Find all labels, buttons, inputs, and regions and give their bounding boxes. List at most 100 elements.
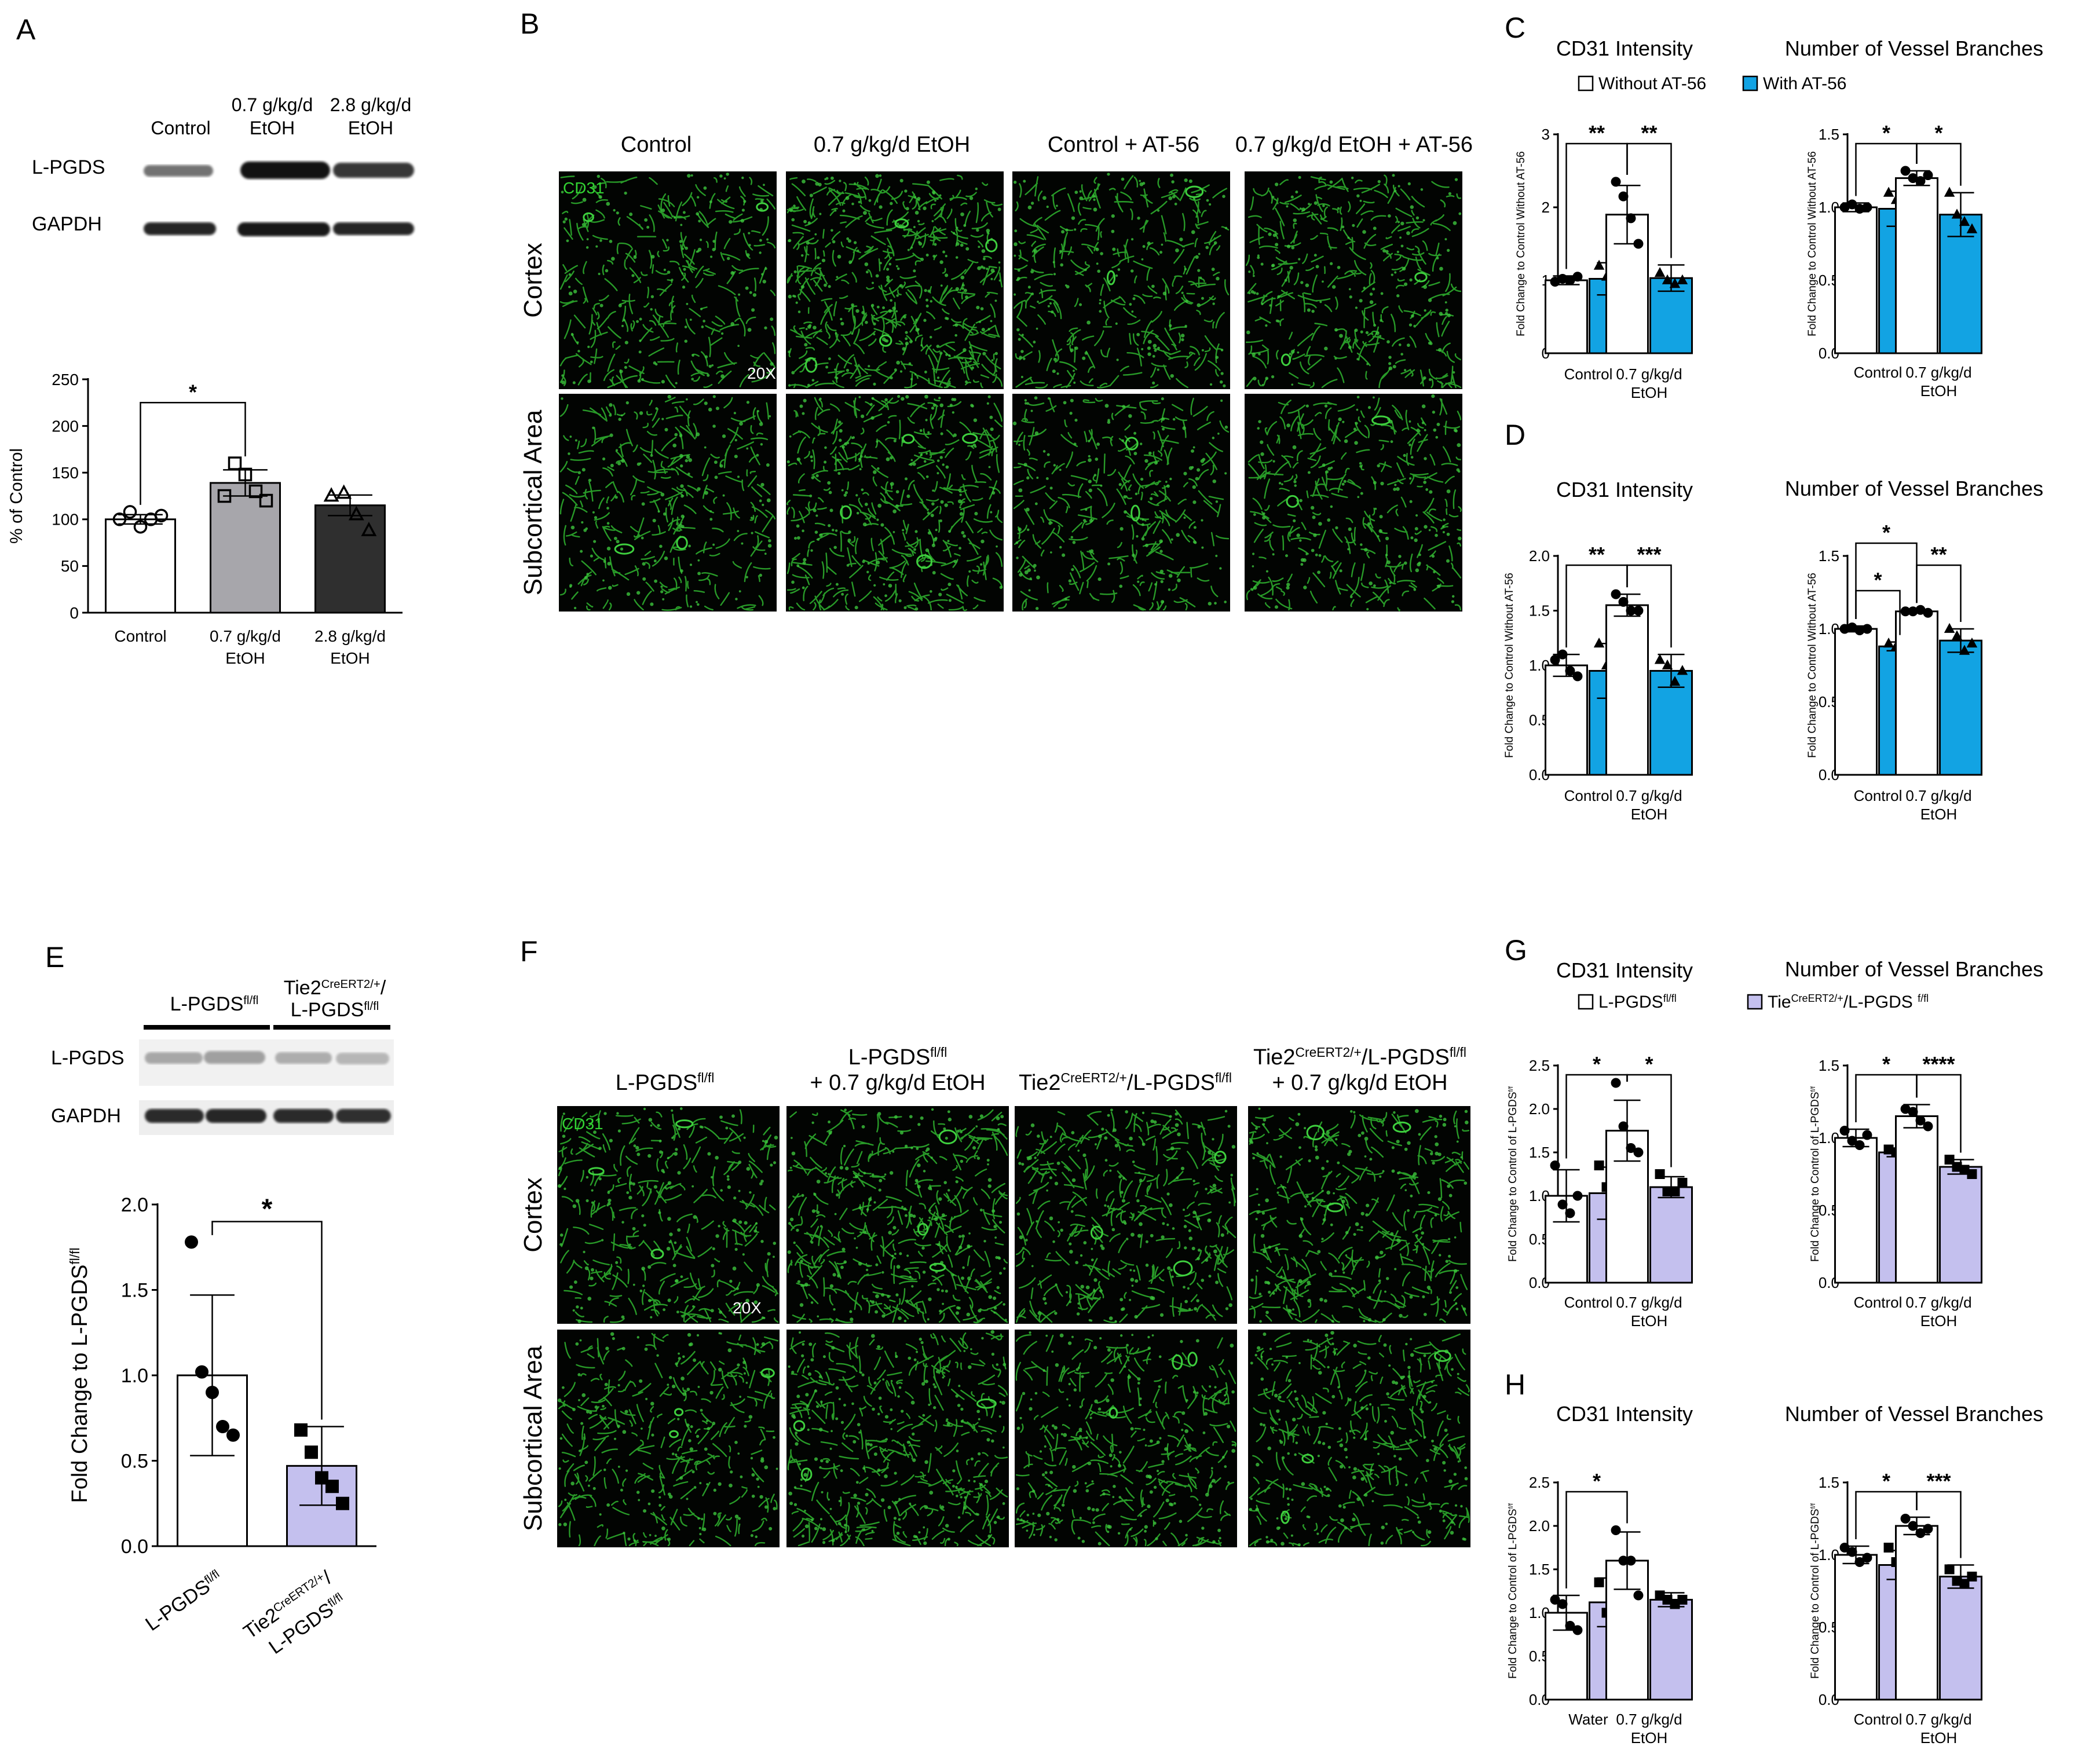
- vessel-dot: [1151, 284, 1155, 288]
- vessel-dot: [884, 1415, 889, 1419]
- data-point: [1565, 1621, 1575, 1631]
- vessel-dot: [734, 455, 738, 459]
- vessel-dot: [1327, 1365, 1330, 1369]
- vessel-dot: [1091, 1507, 1095, 1511]
- vessel-dot: [650, 1316, 653, 1319]
- vessel-dot: [1415, 216, 1419, 220]
- vessel-dot: [1152, 354, 1155, 358]
- vessel-dot: [918, 1531, 921, 1534]
- vessel-dot: [1079, 1435, 1082, 1438]
- vessel-dot: [1260, 1233, 1265, 1238]
- vessel-dot: [1162, 427, 1165, 431]
- vessel-dot: [1053, 357, 1057, 361]
- vessel-dot: [775, 1467, 778, 1470]
- vessel-dot: [961, 1276, 964, 1280]
- vessel-dot: [1276, 1191, 1279, 1194]
- vessel-dot: [591, 1201, 594, 1204]
- vessel-dot: [583, 1250, 586, 1254]
- vessel-dot: [1408, 444, 1411, 446]
- vessel-dot: [1061, 1503, 1065, 1507]
- vessel-dot: [1145, 1240, 1148, 1243]
- vessel-dot: [762, 1140, 764, 1143]
- vessel-dot: [1390, 440, 1393, 444]
- vessel-dot: [813, 508, 817, 512]
- vessel-dot: [1366, 1203, 1370, 1207]
- vessel-dot: [945, 353, 948, 356]
- y-axis-label: Fold Change to Control of L-PGDSf/f: [1809, 1086, 1821, 1262]
- vessel-dot: [1366, 607, 1369, 611]
- vessel-dot: [1422, 1295, 1425, 1298]
- vessel-dot: [697, 487, 701, 491]
- data-point: [1959, 215, 1970, 226]
- data-point: [154, 508, 169, 523]
- vessel-dot: [1114, 1144, 1118, 1148]
- vessel-dot: [959, 506, 961, 508]
- vessel-dot: [1029, 1331, 1031, 1334]
- vessel-dot: [1349, 1430, 1352, 1433]
- vessel-dot: [1175, 248, 1179, 252]
- vessel-dot: [799, 1331, 802, 1334]
- vessel-dot: [680, 569, 683, 573]
- vessel-dot: [1215, 1280, 1219, 1284]
- vessel-dot: [928, 1209, 931, 1213]
- vessel-dot: [857, 249, 859, 252]
- vessel-dot: [605, 1346, 609, 1350]
- vessel-dot: [1323, 1299, 1327, 1303]
- data-point: [1944, 186, 1955, 197]
- vessel-dot: [737, 345, 740, 347]
- vessel-dot: [1260, 452, 1264, 456]
- vessel-dot: [1074, 346, 1078, 350]
- vessel-dot: [658, 1496, 661, 1499]
- vessel-dot: [1367, 1356, 1371, 1360]
- vessel-dot: [972, 1146, 976, 1150]
- vessel-dot: [1410, 1338, 1413, 1341]
- vessel-dot: [643, 1107, 646, 1111]
- vessel-dot: [1050, 551, 1052, 554]
- vessel-dot: [734, 1514, 739, 1519]
- vessel-dot: [674, 433, 678, 437]
- vessel-dot: [978, 1309, 982, 1313]
- vessel-dot: [690, 174, 693, 177]
- vessel-dot: [606, 1503, 610, 1507]
- vessel-dot: [1442, 525, 1445, 528]
- vessel-dot: [1311, 309, 1315, 313]
- vessel-dot: [987, 1534, 992, 1538]
- y-axis-label: Fold Change to L-PGDSfl/fl: [67, 1247, 92, 1503]
- panel-letter-E: E: [45, 941, 64, 973]
- vessel-dot: [635, 1145, 639, 1150]
- vessel-dot: [704, 401, 708, 405]
- vessel-dot: [952, 1485, 955, 1488]
- vessel-dot: [1369, 1403, 1372, 1406]
- vessel-dot: [682, 285, 686, 289]
- vessel-dot: [1431, 1381, 1433, 1383]
- vessel-dot: [1024, 399, 1027, 402]
- vessel-dot: [1380, 292, 1384, 295]
- vessel-dot: [978, 320, 981, 323]
- vessel-dot: [1314, 1145, 1318, 1149]
- vessel-dot: [847, 239, 851, 243]
- vessel-dot: [1364, 548, 1368, 552]
- vessel-dot: [1446, 532, 1450, 536]
- vessel-dot: [923, 318, 927, 322]
- vessel-dot: [1169, 1203, 1173, 1207]
- vessel-dot: [624, 341, 628, 345]
- vessel-dot: [1037, 1311, 1041, 1315]
- vessel-dot: [752, 293, 757, 297]
- vessel-dot: [1447, 1184, 1451, 1188]
- vessel-dot: [696, 196, 700, 199]
- vessel-dot: [807, 1428, 810, 1432]
- vessel-dot: [1073, 1388, 1077, 1392]
- data-point: [123, 505, 137, 519]
- micrograph-b-1-2: [1012, 394, 1230, 612]
- vessel-dot: [636, 1336, 639, 1339]
- data-point: [216, 1420, 229, 1433]
- vessel-dot: [935, 1370, 939, 1374]
- vessel-dot: [751, 369, 755, 373]
- vessel-dot: [945, 1290, 948, 1293]
- blot-band: [336, 1109, 391, 1123]
- vessel-dot: [1293, 480, 1297, 484]
- vessel-dot: [807, 325, 811, 329]
- micrograph-b-1-1: [786, 394, 1004, 612]
- vessel-dot: [1147, 346, 1151, 350]
- vessel-dot: [1087, 1461, 1092, 1466]
